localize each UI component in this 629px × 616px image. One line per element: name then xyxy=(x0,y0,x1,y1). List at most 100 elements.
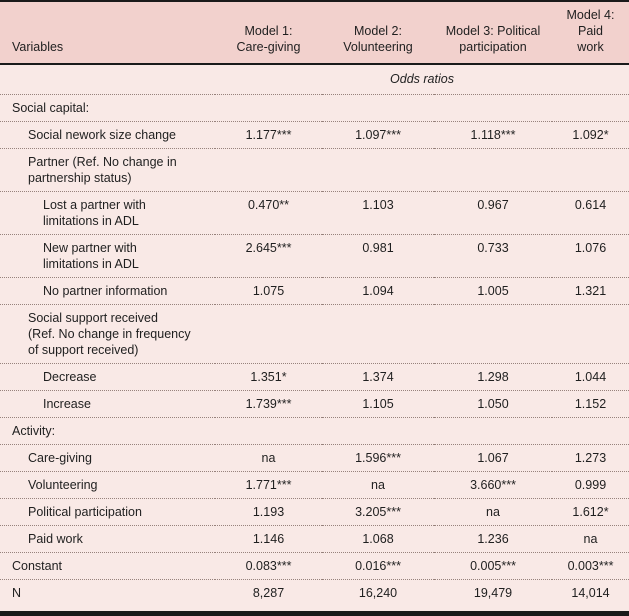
row-label: Social support received (Ref. No change … xyxy=(0,304,215,364)
cell-value: 1.076 xyxy=(552,234,629,278)
cell-value: 1.771*** xyxy=(215,471,322,499)
table-row: Paid work 1.146 1.068 1.236 na xyxy=(0,525,629,553)
cell-value xyxy=(552,304,629,364)
cell-value xyxy=(434,94,552,122)
column-header-model1: Model 1: Care-giving xyxy=(215,2,322,65)
cell-value: 1.097*** xyxy=(322,121,434,149)
table-row: Social capital: xyxy=(0,94,629,122)
row-label: Volunteering xyxy=(0,471,215,499)
cell-value: na xyxy=(215,444,322,472)
row-label: New partner with limitations in ADL xyxy=(0,234,215,278)
row-label: Partner (Ref. No change in partnership s… xyxy=(0,148,215,192)
column-header-model3: Model 3: Political participation xyxy=(434,2,552,65)
cell-value: 1.005 xyxy=(434,277,552,305)
cell-value: 19,479 xyxy=(473,585,513,600)
column-header-model4: Model 4: Paid work xyxy=(552,2,629,65)
table-row: Constant 0.083*** 0.016*** 0.005*** 0.003*** xyxy=(0,552,629,580)
row-label: Decrease xyxy=(0,363,215,391)
row-label: Constant xyxy=(0,552,215,580)
cell-value: na xyxy=(322,471,434,499)
cell-value: 14,014 xyxy=(571,585,610,600)
cell-value: 1.612* xyxy=(552,498,629,526)
cell-value xyxy=(434,304,552,364)
cell-value xyxy=(322,304,434,364)
row-label: No partner information xyxy=(0,277,215,305)
cell-value xyxy=(215,148,322,192)
cell-value xyxy=(552,148,629,192)
table-row: New partner with limitations in ADL 2.645… xyxy=(0,234,629,278)
cell-value: 3.660*** xyxy=(434,471,552,499)
row-label: N xyxy=(12,585,22,600)
cell-value: 8,287 xyxy=(252,585,285,600)
cell-value: na xyxy=(552,525,629,553)
row-label: Increase xyxy=(0,390,215,418)
table-row: No partner information 1.075 1.094 1.005 1.3… xyxy=(0,277,629,305)
cell-value: 0.999 xyxy=(552,471,629,499)
cell-value: 1.094 xyxy=(322,277,434,305)
cell-value: 0.003*** xyxy=(552,552,629,580)
cell-value xyxy=(215,94,322,122)
table-row: Volunteering 1.771*** na 3.660*** 0.999 xyxy=(0,471,629,499)
cell-value: 1.298 xyxy=(434,363,552,391)
table-row: Lost a partner with limitations in ADL 0.… xyxy=(0,191,629,235)
cell-value: 1.075 xyxy=(215,277,322,305)
row-label: Social capital: xyxy=(0,94,215,122)
cell-value: 0.083*** xyxy=(215,552,322,580)
cell-value: 1.103 xyxy=(322,191,434,235)
row-label: Political participation xyxy=(0,498,215,526)
table-row: Social nework size change 1.177*** 1.097**… xyxy=(0,121,629,149)
cell-value: 0.981 xyxy=(322,234,434,278)
table-row: Activity: xyxy=(0,417,629,445)
cell-value: 1.152 xyxy=(552,390,629,418)
cell-value: 0.016*** xyxy=(322,552,434,580)
table-row: N 8,287 16,240 19,479 14,014 xyxy=(0,579,629,606)
subheader-odds-ratios: Odds ratios xyxy=(215,64,629,95)
cell-value: 1.050 xyxy=(434,390,552,418)
table-row: Decrease 1.351* 1.374 1.298 1.044 xyxy=(0,363,629,391)
row-label: Activity: xyxy=(0,417,215,445)
cell-value: 1.193 xyxy=(215,498,322,526)
cell-value: 0.005*** xyxy=(434,552,552,580)
column-header-variables: Variables xyxy=(0,2,215,65)
cell-value xyxy=(434,417,552,445)
cell-value: 1.273 xyxy=(552,444,629,472)
cell-value xyxy=(322,94,434,122)
cell-value: 1.044 xyxy=(552,363,629,391)
cell-value xyxy=(215,304,322,364)
cell-value: 1.092* xyxy=(552,121,629,149)
row-label: Paid work xyxy=(0,525,215,553)
cell-value: 1.067 xyxy=(434,444,552,472)
cell-value: 3.205*** xyxy=(322,498,434,526)
cell-value: 1.739*** xyxy=(215,390,322,418)
row-label: Care-giving xyxy=(0,444,215,472)
row-label: Social nework size change xyxy=(0,121,215,149)
cell-value: 1.236 xyxy=(434,525,552,553)
cell-value: na xyxy=(434,498,552,526)
table-header-row: Variables Model 1: Care-giving Model 2: … xyxy=(0,2,629,65)
cell-value: 1.068 xyxy=(322,525,434,553)
subheader-spacer xyxy=(0,64,215,95)
cell-value: 1.118*** xyxy=(434,121,552,149)
cell-value xyxy=(322,417,434,445)
row-label: Lost a partner with limitations in ADL xyxy=(0,191,215,235)
cell-value: 0.470** xyxy=(215,191,322,235)
cell-value: 1.351* xyxy=(215,363,322,391)
cell-value: 0.614 xyxy=(552,191,629,235)
column-header-model2: Model 2: Volunteering xyxy=(322,2,434,65)
table-row: Increase 1.739*** 1.105 1.050 1.152 xyxy=(0,390,629,418)
table-body: Social capital: Social nework size change… xyxy=(0,94,629,606)
table-row: Partner (Ref. No change in partnership s… xyxy=(0,148,629,192)
cell-value xyxy=(215,417,322,445)
cell-value: 1.105 xyxy=(322,390,434,418)
cell-value: 0.967 xyxy=(434,191,552,235)
cell-value: 1.146 xyxy=(215,525,322,553)
cell-value xyxy=(552,94,629,122)
cell-value xyxy=(322,148,434,192)
cell-value: 1.374 xyxy=(322,363,434,391)
table-row: Political participation 1.193 3.205*** na 1.… xyxy=(0,498,629,526)
cell-value: 16,240 xyxy=(358,585,398,600)
table-row: Social support received (Ref. No change … xyxy=(0,304,629,364)
cell-value: 0.733 xyxy=(434,234,552,278)
